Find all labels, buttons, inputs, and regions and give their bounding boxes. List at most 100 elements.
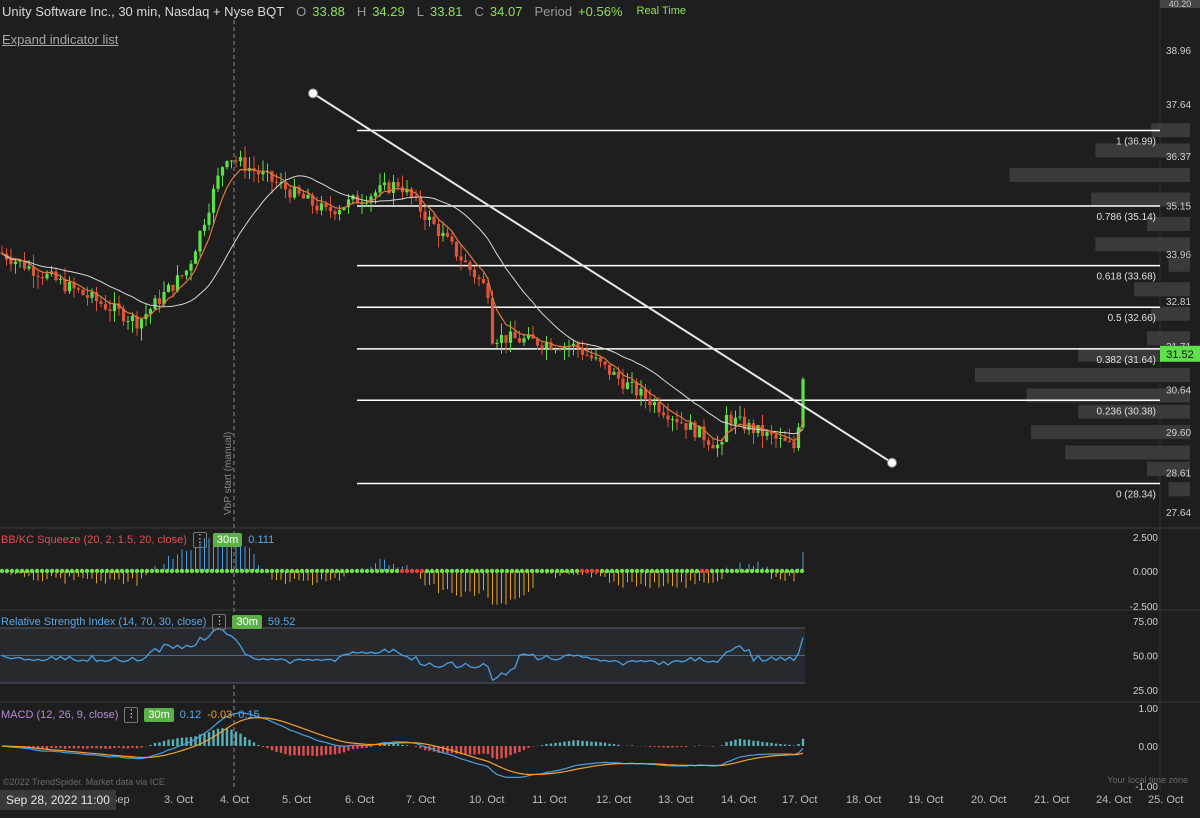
bbkc-menu-button[interactable]: ⋮ bbox=[192, 532, 207, 548]
squeeze-dot bbox=[584, 568, 590, 574]
candle-body bbox=[391, 182, 396, 193]
candle-body bbox=[405, 188, 409, 193]
squeeze-dot bbox=[794, 568, 800, 574]
candle-body bbox=[621, 378, 625, 389]
volume-profile-bar bbox=[1151, 123, 1190, 138]
squeeze-dot bbox=[699, 568, 705, 574]
candle-body bbox=[625, 382, 630, 389]
chart-header: Unity Software Inc., 30 min, Nasdaq + Ny… bbox=[0, 0, 1162, 22]
fib-level-label: 1 (36.99) bbox=[1116, 137, 1156, 148]
x-axis-label: 17. Oct bbox=[782, 794, 817, 806]
squeeze-dot bbox=[679, 568, 685, 574]
high-value: 34.29 bbox=[372, 3, 405, 19]
candle-body bbox=[706, 440, 711, 445]
candle-body bbox=[418, 197, 423, 212]
squeeze-dot bbox=[729, 568, 735, 574]
candle-body bbox=[616, 371, 621, 379]
volume-profile-bar bbox=[1009, 168, 1190, 183]
bbkc-timeframe-badge[interactable]: 30m bbox=[212, 533, 243, 547]
candle-body bbox=[382, 182, 387, 186]
close-value: 34.07 bbox=[489, 3, 523, 19]
candle-body bbox=[783, 437, 787, 441]
volume-profile-bar bbox=[1095, 237, 1190, 252]
squeeze-dot bbox=[764, 568, 770, 574]
candle-body bbox=[81, 289, 85, 295]
macd-axis-tick: 0.00 bbox=[1139, 742, 1159, 753]
candle-body bbox=[526, 334, 531, 339]
x-axis-label: 6. Oct bbox=[345, 794, 374, 806]
squeeze-dot bbox=[604, 568, 610, 574]
candle-body bbox=[58, 279, 63, 281]
squeeze-dot bbox=[389, 568, 395, 574]
squeeze-dot bbox=[399, 568, 405, 574]
candle-body bbox=[486, 283, 490, 299]
squeeze-dot bbox=[759, 568, 765, 574]
x-axis-label: 4. Oct bbox=[220, 794, 249, 806]
squeeze-dot bbox=[149, 568, 155, 574]
candle-body bbox=[445, 232, 450, 237]
squeeze-dot bbox=[464, 568, 470, 574]
macd-menu-button[interactable]: ⋮ bbox=[124, 707, 139, 723]
squeeze-dot bbox=[724, 568, 730, 574]
price-axis-tick: 32.81 bbox=[1166, 297, 1191, 308]
squeeze-dot bbox=[449, 568, 455, 574]
squeeze-dot bbox=[639, 568, 645, 574]
squeeze-dot bbox=[784, 568, 790, 574]
candle-body bbox=[450, 236, 454, 242]
candle-body bbox=[774, 434, 778, 439]
candle-body bbox=[189, 263, 193, 271]
candle-body bbox=[562, 346, 567, 351]
macd-timeframe-badge[interactable]: 30m bbox=[144, 708, 174, 722]
squeeze-dot bbox=[414, 568, 420, 574]
squeeze-dot bbox=[439, 568, 445, 574]
volume-profile-bar bbox=[1095, 143, 1190, 158]
rsi-menu-button[interactable]: ⋮ bbox=[212, 614, 227, 630]
candle-body bbox=[787, 440, 792, 442]
squeeze-dot bbox=[684, 568, 690, 574]
price-axis-tick: 38.96 bbox=[1166, 46, 1191, 57]
squeeze-dot bbox=[514, 568, 520, 574]
price-axis-tick: 37.64 bbox=[1166, 100, 1191, 111]
bbkc-indicator-label: BB/KC Squeeze (20, 2, 1.5, 20, close) ⋮ … bbox=[1, 532, 274, 548]
rsi-axis-tick: 75.00 bbox=[1133, 617, 1158, 628]
rsi-timeframe-badge[interactable]: 30m bbox=[232, 615, 262, 629]
squeeze-dot bbox=[319, 568, 325, 574]
candle-body bbox=[103, 304, 108, 310]
expand-indicator-list-link[interactable]: Expand indicator list bbox=[2, 32, 119, 47]
squeeze-dot bbox=[489, 568, 495, 574]
squeeze-dot bbox=[84, 568, 90, 574]
candle-body bbox=[31, 266, 36, 276]
squeeze-dot bbox=[559, 568, 565, 574]
candle-body bbox=[603, 361, 607, 365]
candle-body bbox=[333, 211, 337, 215]
candle-body bbox=[522, 338, 526, 343]
candle-body bbox=[225, 161, 229, 168]
candle-body bbox=[684, 422, 688, 430]
squeeze-dot bbox=[539, 568, 545, 574]
volume-profile-bar bbox=[1151, 306, 1190, 321]
squeeze-dot bbox=[574, 568, 580, 574]
rsi-title: Relative Strength Index (14, 70, 30, clo… bbox=[1, 616, 207, 628]
candle-body bbox=[792, 441, 796, 448]
squeeze-dot bbox=[564, 568, 570, 574]
squeeze-dot bbox=[619, 568, 625, 574]
squeeze-dot bbox=[779, 568, 785, 574]
candle-body bbox=[256, 171, 261, 175]
candle-body bbox=[135, 315, 139, 329]
squeeze-dot bbox=[404, 568, 410, 574]
candle-body bbox=[27, 266, 31, 269]
candle-body bbox=[274, 181, 279, 183]
squeeze-dot bbox=[369, 568, 375, 574]
candle-body bbox=[517, 338, 522, 343]
candle-body bbox=[306, 194, 310, 199]
squeeze-dot bbox=[659, 568, 665, 574]
candle-body bbox=[481, 279, 486, 284]
squeeze-dot bbox=[589, 568, 595, 574]
rsi-line bbox=[1, 628, 804, 682]
candle-body bbox=[535, 338, 540, 346]
candle-body bbox=[468, 262, 472, 270]
candle-body bbox=[369, 196, 373, 203]
candle-body bbox=[472, 269, 477, 278]
candle-body bbox=[769, 431, 774, 435]
